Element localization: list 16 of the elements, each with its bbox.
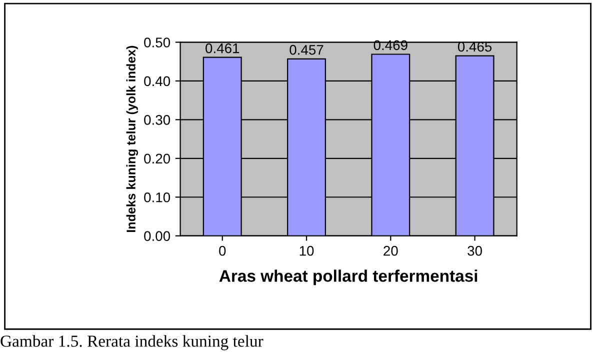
data-label: 0.461 [206,43,240,54]
y-tick-label: 0.00 [144,231,170,242]
y-tick-label: 0.10 [144,192,170,202]
x-tick-label: 20 [384,246,398,256]
data-label: 0.469 [374,40,408,50]
y-axis-title: Indeks kuning telur (yolk index) [126,46,138,232]
y-tick-label: 0.50 [144,38,170,48]
x-tick-label: 10 [300,246,314,256]
x-tick-label: 0 [219,246,226,256]
data-label: 0.457 [290,44,324,55]
text: Gambar 1.5. Rerata indeks kuning telur [0,335,264,350]
x-tick-label: 30 [468,246,482,256]
y-tick-label: 0.40 [144,76,170,86]
y-tick-label: 0.20 [144,154,170,164]
x-axis-title: Aras wheat pollard terfermentasi [219,270,478,286]
y-tick-label: 0.30 [144,115,170,125]
